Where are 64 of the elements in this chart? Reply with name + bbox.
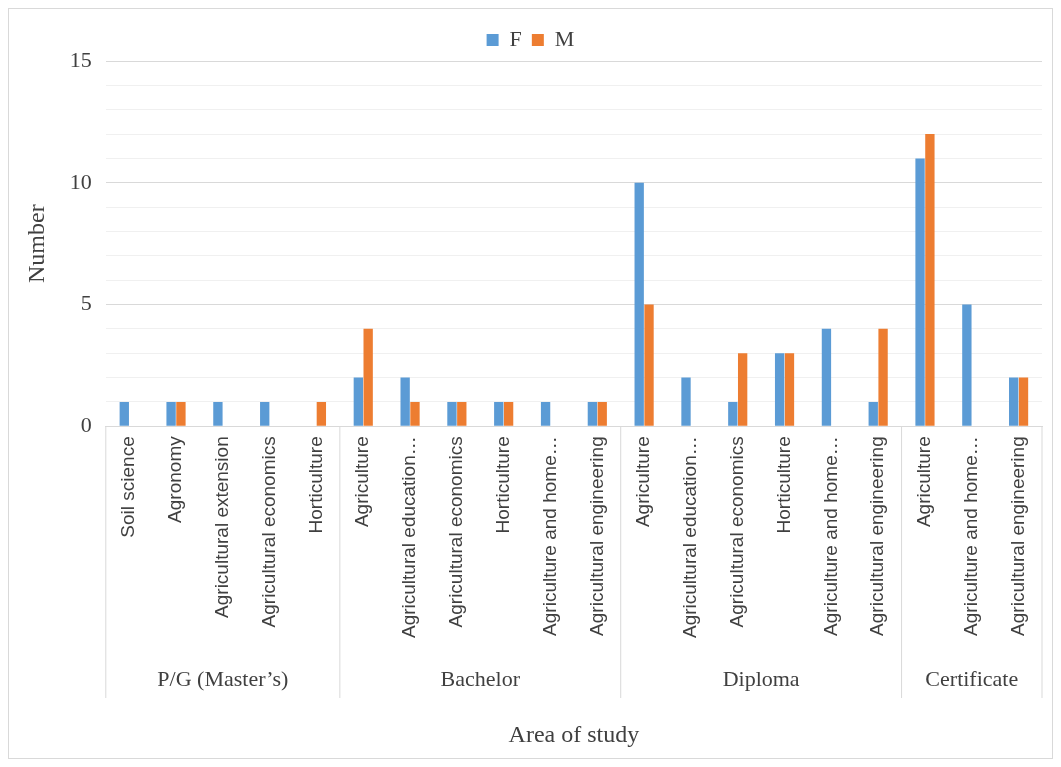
x-tick-label: Agricultural education… <box>398 436 420 638</box>
x-tick-label: Agricultural economics <box>445 436 467 628</box>
x-tick-label: Horticulture <box>491 436 513 534</box>
x-tick-label: Soil science <box>117 436 139 538</box>
x-tick-label: Agriculture <box>351 436 373 528</box>
bar <box>1009 377 1019 426</box>
bar <box>494 401 504 426</box>
bar <box>410 401 420 426</box>
bar <box>363 328 373 426</box>
bar <box>176 401 186 426</box>
legend-label: M <box>554 25 575 51</box>
bar <box>728 401 738 426</box>
x-tick-label: Agriculture <box>632 436 654 528</box>
text: Diploma <box>722 665 800 691</box>
x-tick-label: Agriculture and home… <box>538 436 560 636</box>
x-tick-label: Agricultural economics <box>257 436 279 628</box>
bar <box>400 377 410 426</box>
x-tick-label: Agriculture and home… <box>819 436 841 636</box>
bar <box>821 328 832 426</box>
bar <box>644 304 654 426</box>
text: P/G (Master’s) <box>157 665 289 691</box>
bar <box>774 353 785 426</box>
bar <box>503 401 514 426</box>
bar <box>587 401 598 426</box>
x-tick-label: Agriculture <box>913 436 935 528</box>
x-axis-title: Area of study <box>508 721 640 748</box>
bar <box>119 401 129 426</box>
bar <box>597 401 607 426</box>
y-tick-label: 5 <box>80 290 92 316</box>
bar <box>457 401 467 426</box>
bar <box>166 401 176 426</box>
x-tick-label: Agricultural economics <box>725 436 747 628</box>
x-tick-label: Agricultural extension <box>211 436 233 618</box>
bar <box>925 134 935 426</box>
bar <box>447 401 457 426</box>
x-tick-label: Horticulture <box>772 436 794 534</box>
bar <box>784 353 795 426</box>
bar <box>353 377 364 426</box>
x-tick-label: Agriculture and home… <box>960 436 982 636</box>
y-tick-label: 10 <box>69 168 92 194</box>
text: Certificate <box>925 665 1019 691</box>
bar <box>878 328 888 426</box>
x-tick-label: Agricultural education… <box>679 436 701 638</box>
bar <box>1018 377 1029 426</box>
bar <box>868 401 878 426</box>
x-tick-label: Agronomy <box>164 435 186 523</box>
legend-label: F <box>509 25 522 51</box>
text: Bachelor <box>440 665 521 691</box>
bar <box>634 182 644 426</box>
y-axis-title: Number <box>22 204 49 283</box>
bar <box>737 353 748 426</box>
bar <box>316 401 327 426</box>
y-tick-label: 0 <box>80 412 92 438</box>
bar <box>915 158 925 426</box>
bar <box>681 377 691 426</box>
bar <box>213 401 223 426</box>
x-tick-label: Agricultural engineering <box>1006 436 1028 636</box>
y-tick-label: 15 <box>69 46 92 72</box>
x-tick-label: Agricultural engineering <box>866 436 888 636</box>
bar <box>540 401 551 426</box>
x-tick-label: Agricultural engineering <box>585 436 607 636</box>
bar <box>962 304 972 426</box>
x-tick-label: Horticulture <box>304 436 326 534</box>
bar <box>260 401 270 426</box>
